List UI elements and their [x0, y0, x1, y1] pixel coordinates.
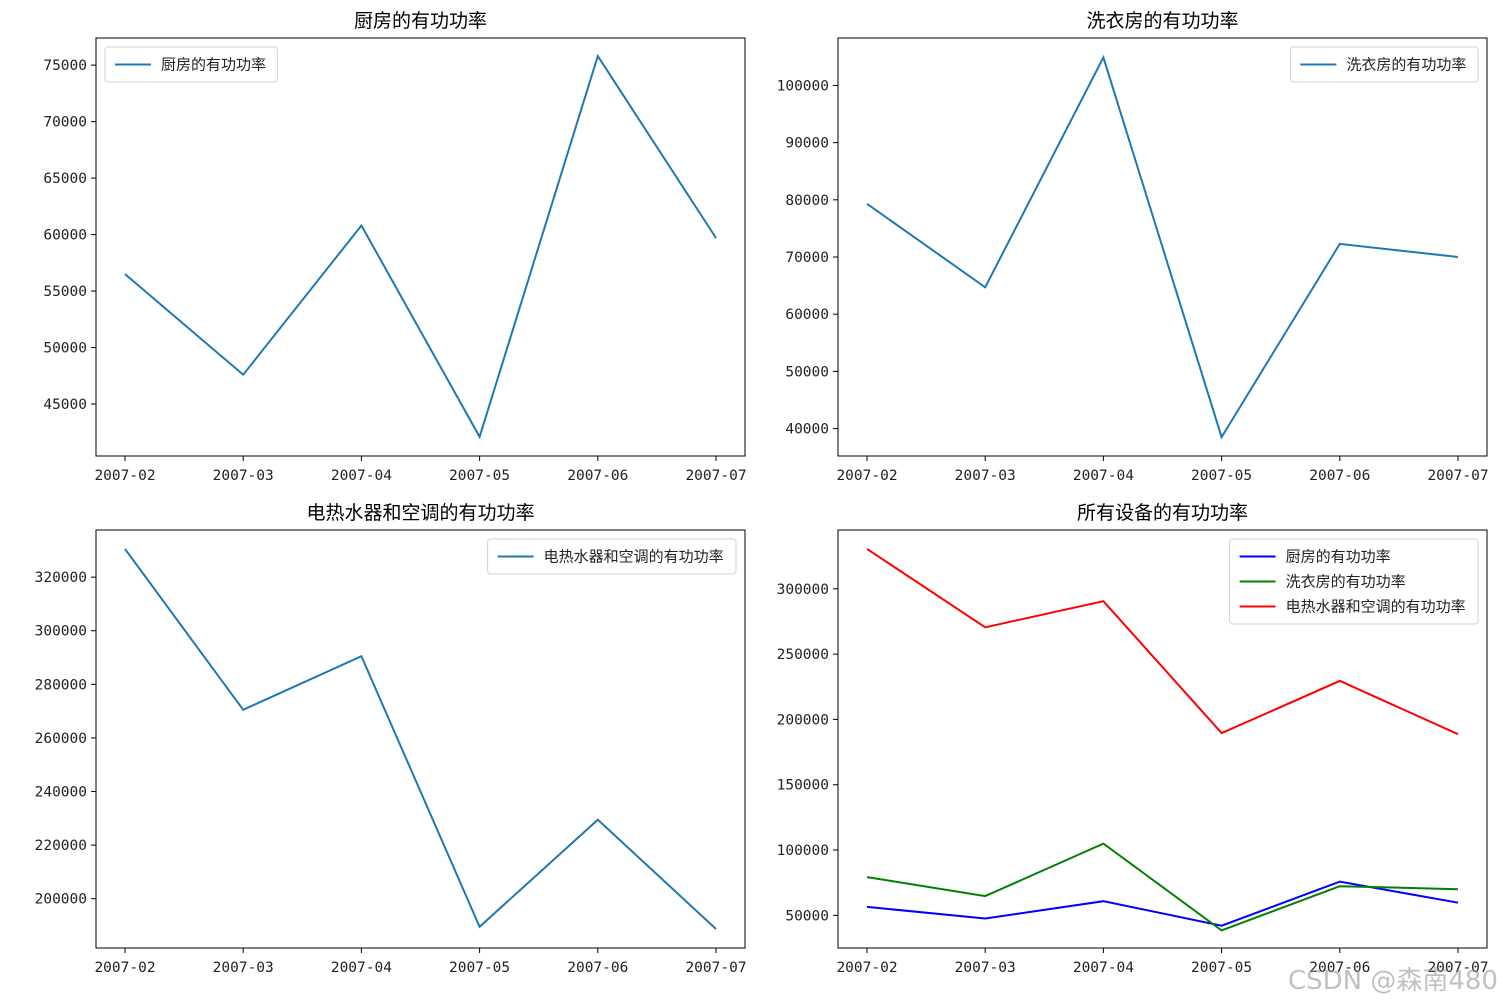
- legend-entry: 洗衣房的有功功率: [1346, 56, 1466, 74]
- y-tick-label: 40000: [785, 422, 829, 438]
- x-tick-label: 2007-04: [1073, 468, 1134, 484]
- x-tick-label: 2007-05: [1191, 468, 1252, 484]
- y-tick-label: 200000: [35, 892, 87, 908]
- legend-box: [104, 46, 278, 83]
- x-tick-label: 2007-05: [449, 960, 510, 976]
- legend: 电热水器和空调的有功功率: [487, 538, 737, 575]
- x-tick-label: 2007-06: [1309, 468, 1370, 484]
- series-line-1: [124, 53, 717, 440]
- y-tick-label: 240000: [35, 785, 87, 801]
- x-tick-label: 2007-07: [685, 468, 746, 484]
- x-tick-label: 2007-04: [331, 468, 392, 484]
- x-tick-label: 2007-04: [331, 960, 392, 976]
- watermark: CSDN @森南480: [1287, 966, 1498, 996]
- x-tick-label: 2007-03: [213, 960, 274, 976]
- y-tick-label: 50000: [43, 341, 87, 357]
- x-tick-label: 2007-05: [1191, 960, 1252, 976]
- axes-frame: [95, 37, 746, 457]
- x-tick-label: 2007-07: [1427, 468, 1488, 484]
- subplot-3: 电热水器和空调的有功功率 2007-02 2007-03 2007-04 2007-05…: [35, 502, 747, 976]
- y-tick-label: 50000: [785, 908, 829, 924]
- x-tick-label: 2007-02: [94, 468, 155, 484]
- y-tick-label: 45000: [43, 397, 87, 413]
- axes-frame: [95, 529, 746, 949]
- y-tick-label: 300000: [35, 624, 87, 640]
- y-tick-label: 70000: [785, 250, 829, 266]
- y-tick-label: 300000: [777, 582, 829, 598]
- y-tick-label: 100000: [777, 78, 829, 94]
- y-tick-label: 80000: [785, 193, 829, 209]
- y-tick-label: 200000: [777, 712, 829, 728]
- x-tick-label: 2007-05: [449, 468, 510, 484]
- x-tick-label: 2007-06: [567, 468, 628, 484]
- y-tick-label: 220000: [35, 838, 87, 854]
- x-tick-label: 2007-02: [836, 468, 897, 484]
- legend-entry: 电热水器和空调的有功功率: [544, 548, 724, 566]
- x-tick-label: 2007-03: [213, 468, 274, 484]
- legend-box: [487, 538, 737, 575]
- y-tick-label: 55000: [43, 284, 87, 300]
- y-tick-label: 260000: [35, 731, 87, 747]
- y-tick-label: 150000: [777, 778, 829, 794]
- legend: 厨房的有功功率: [104, 46, 278, 83]
- y-tick-label: 100000: [777, 843, 829, 859]
- x-tick-label: 2007-03: [955, 960, 1016, 976]
- x-tick-label: 2007-02: [94, 960, 155, 976]
- series-line-1: [866, 54, 1459, 440]
- subplot-2: 洗衣房的有功功率 2007-02 2007-03 2007-04 2007-05 2007…: [777, 10, 1489, 484]
- legend: 洗衣房的有功功率: [1289, 46, 1479, 83]
- legend-box: [1229, 538, 1479, 625]
- y-tick-label: 75000: [43, 58, 87, 74]
- y-tick-label: 250000: [777, 647, 829, 663]
- legend-box: [1289, 46, 1479, 83]
- axes-frame: [837, 529, 1488, 949]
- y-tick-label: 60000: [785, 307, 829, 323]
- x-tick-label: 2007-07: [685, 960, 746, 976]
- subplot-1: 厨房的有功功率 2007-02 2007-03 2007-04 2007-05 2007-…: [43, 10, 746, 484]
- legend-entry: 电热水器和空调的有功功率: [1286, 598, 1466, 616]
- x-tick-label: 2007-02: [836, 960, 897, 976]
- axes-frame: [837, 37, 1488, 457]
- x-tick-label: 2007-03: [955, 468, 1016, 484]
- legend-entry: 厨房的有功功率: [1286, 548, 1391, 566]
- y-tick-label: 70000: [43, 115, 87, 131]
- chart-title: 电热水器和空调的有功功率: [306, 502, 534, 524]
- series-line-2: [866, 842, 1459, 932]
- x-tick-label: 2007-06: [1309, 960, 1370, 976]
- series-line-3: [866, 548, 1459, 736]
- y-tick-label: 60000: [43, 228, 87, 244]
- subplot-4: 所有设备的有功功率 2007-02 2007-03 2007-04 2007-05 200…: [777, 502, 1489, 976]
- y-tick-label: 90000: [785, 136, 829, 152]
- y-tick-label: 65000: [43, 171, 87, 187]
- y-tick-label: 280000: [35, 677, 87, 693]
- legend-entry: 厨房的有功功率: [161, 56, 266, 74]
- x-tick-label: 2007-06: [567, 960, 628, 976]
- series-line-1: [124, 548, 717, 930]
- legend-entry: 洗衣房的有功功率: [1286, 573, 1406, 591]
- series-line-1: [866, 880, 1459, 927]
- chart-title: 洗衣房的有功功率: [1086, 10, 1238, 32]
- chart-title: 所有设备的有功功率: [1077, 502, 1248, 524]
- y-tick-label: 50000: [785, 364, 829, 380]
- y-tick-label: 320000: [35, 570, 87, 586]
- x-tick-label: 2007-04: [1073, 960, 1134, 976]
- x-tick-label: 2007-07: [1427, 960, 1488, 976]
- chart-title: 厨房的有功功率: [354, 10, 487, 32]
